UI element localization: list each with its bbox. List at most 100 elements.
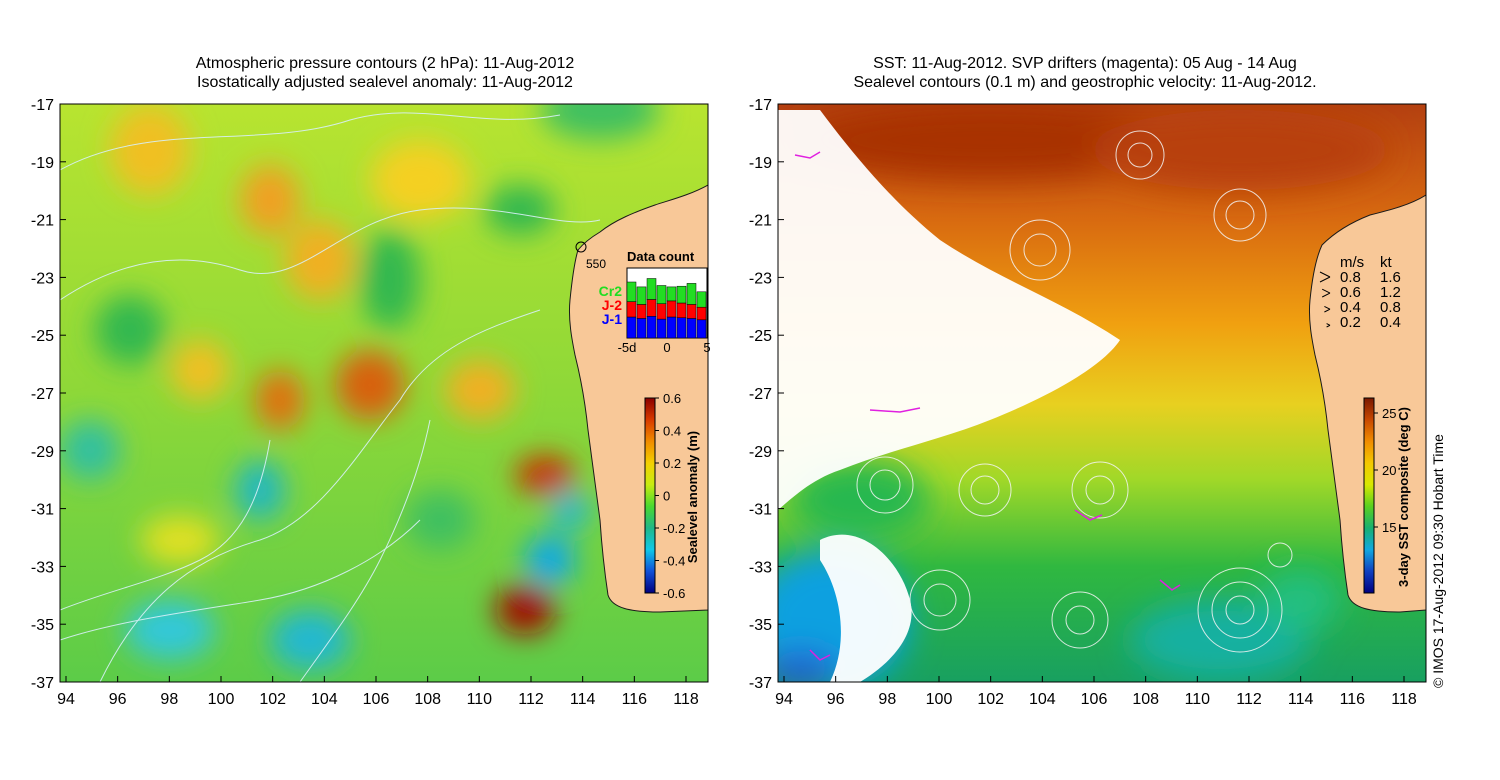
right-ytick-label: -35 <box>749 617 772 634</box>
left-cb-tick-label: 0.6 <box>663 391 681 406</box>
right-xtick-label: 118 <box>1391 691 1417 708</box>
left-xtick-label: 106 <box>363 691 390 708</box>
velocity-legend-ms: 0.8 <box>1340 269 1361 286</box>
data-count-xtick: -5d <box>618 340 637 355</box>
right-colorbar-label: 3-day SST composite (deg C) <box>1396 407 1411 587</box>
velocity-legend-ms: 0.2 <box>1340 314 1361 331</box>
data-count-bar-cr2 <box>646 278 657 300</box>
data-count-bar-j2 <box>626 301 637 318</box>
data-count-bar-j1 <box>646 316 657 339</box>
left-depth-label: 550 <box>575 241 606 271</box>
velocity-legend-kt: 1.6 <box>1380 269 1401 286</box>
right-cb-tick-label: 25 <box>1382 406 1396 421</box>
data-count-bar-j1 <box>656 318 667 339</box>
left-xtick-label: 112 <box>518 691 544 708</box>
left-cb-tick-label: 0.4 <box>663 424 681 439</box>
right-ytick-label: -37 <box>749 675 772 692</box>
right-sst-map[interactable]: 94 96 98 100 102 104 106 108 110 112 114 116 118 -17 -… <box>740 0 1500 780</box>
right-ytick-label: -31 <box>749 502 772 519</box>
right-xtick-label: 100 <box>926 691 953 708</box>
velocity-legend-kt: 0.8 <box>1380 299 1401 316</box>
right-xtick-label: 94 <box>775 691 793 708</box>
left-sealevel-map[interactable]: 550 94 96 98 100 102 104 106 108 110 112 114 116 118… <box>0 0 760 780</box>
left-colorbar-label: Sealevel anomaly (m) <box>685 431 700 563</box>
left-ytick-label: -25 <box>31 328 54 345</box>
left-xtick-label: 100 <box>208 691 235 708</box>
right-ytick-label: -21 <box>749 213 772 230</box>
data-count-bar-cr2 <box>686 283 697 305</box>
data-count-bar-cr2 <box>636 286 647 305</box>
right-title-line2: Sealevel contours (0.1 m) and geostrophi… <box>853 74 1317 91</box>
right-panel-title: SST: 11-Aug-2012. SVP drifters (magenta)… <box>740 54 1430 92</box>
right-ytick-label: -25 <box>749 328 772 345</box>
right-xtick-label: 114 <box>1288 691 1314 708</box>
left-cb-tick-label: 0 <box>663 489 670 504</box>
velocity-legend-kt: 0.4 <box>1380 314 1401 331</box>
data-count-bar-j1 <box>686 318 697 339</box>
right-xtick-label: 112 <box>1236 691 1262 708</box>
left-ytick-label: -33 <box>31 559 54 576</box>
right-xtick-label: 104 <box>1029 691 1056 708</box>
data-count-bar-j1 <box>636 318 647 339</box>
left-ytick-label: -37 <box>31 675 54 692</box>
left-ytick-label: -27 <box>31 386 54 403</box>
data-count-bar-j1 <box>666 316 677 339</box>
left-cb-tick-label: -0.4 <box>663 554 685 569</box>
right-xtick-label: 106 <box>1081 691 1108 708</box>
data-count-bar-j1 <box>626 316 637 339</box>
velocity-legend-ms: 0.4 <box>1340 299 1361 316</box>
velocity-legend-kt: 1.2 <box>1380 284 1401 301</box>
velocity-arrow-icon <box>1321 288 1331 298</box>
data-count-bar-cr2 <box>676 285 687 304</box>
right-title-line1: SST: 11-Aug-2012. SVP drifters (magenta)… <box>873 55 1297 72</box>
right-xtick-label: 116 <box>1340 691 1366 708</box>
velocity-arrow-icon <box>1326 323 1331 328</box>
left-title-line2: Isostatically adjusted sealevel anomaly:… <box>197 74 573 91</box>
right-xtick-label: 96 <box>827 691 845 708</box>
data-count-bar-j2 <box>686 304 697 319</box>
left-ytick-label: -31 <box>31 502 54 519</box>
data-count-bar-j1 <box>696 319 707 339</box>
left-xtick-label: 118 <box>673 691 699 708</box>
left-panel-title: Atmospheric pressure contours (2 hPa): 1… <box>60 54 710 92</box>
imos-credit: © IMOS 17-Aug-2012 09:30 Hobart Time <box>1430 434 1446 688</box>
left-xtick-label: 104 <box>311 691 338 708</box>
left-ytick-label: -19 <box>31 155 54 172</box>
svg-text:550: 550 <box>586 257 606 271</box>
right-cb-tick-label: 20 <box>1382 463 1396 478</box>
data-count-title: Data count <box>627 249 695 264</box>
right-cb-tick-label: 15 <box>1382 520 1396 535</box>
velocity-arrow-icon <box>1324 305 1331 313</box>
left-xtick-label: 96 <box>109 691 127 708</box>
data-count-bar-cr2 <box>696 291 707 308</box>
left-title-line1: Atmospheric pressure contours (2 hPa): 1… <box>195 55 575 72</box>
right-xtick-label: 108 <box>1132 691 1159 708</box>
left-cb-tick-label: -0.6 <box>663 586 685 601</box>
left-xtick-label: 94 <box>57 691 75 708</box>
data-count-bar-cr2 <box>656 285 667 304</box>
velocity-legend: m/s kt 0.8 1.60.6 1.20.4 0.80.2 0.4 <box>1319 254 1401 331</box>
right-xtick-label: 98 <box>878 691 896 708</box>
data-count-bar-j2 <box>676 302 687 318</box>
left-colorbar: 0.6 0.4 0.2 0 -0.2 -0.4 -0.6 Sealevel anomaly … <box>644 391 700 601</box>
data-count-bar-cr2 <box>666 286 677 302</box>
right-xtick-label: 110 <box>1185 691 1211 708</box>
data-count-legend-J-1: J-1 <box>602 311 622 327</box>
data-count-legend-Cr2: Cr2 <box>599 283 623 299</box>
left-xtick-label: 98 <box>160 691 178 708</box>
left-xtick-label: 102 <box>259 691 286 708</box>
velocity-legend-ms: 0.6 <box>1340 284 1361 301</box>
left-ytick-label: -23 <box>31 270 54 287</box>
data-count-legend-J-2: J-2 <box>602 297 622 313</box>
data-count-xtick: 5 <box>703 340 710 355</box>
left-xtick-label: 110 <box>467 691 493 708</box>
data-count-bar-j2 <box>656 303 667 320</box>
left-xtick-label: 108 <box>414 691 441 708</box>
left-cb-tick-label: 0.2 <box>663 456 681 471</box>
right-colorbar: 25 20 15 3-day SST composite (deg C) <box>1363 397 1411 594</box>
right-ytick-label: -17 <box>749 97 772 114</box>
velocity-arrow-icon <box>1319 271 1331 283</box>
data-count-bar-j2 <box>666 300 677 318</box>
data-count-xtick: 0 <box>663 340 670 355</box>
